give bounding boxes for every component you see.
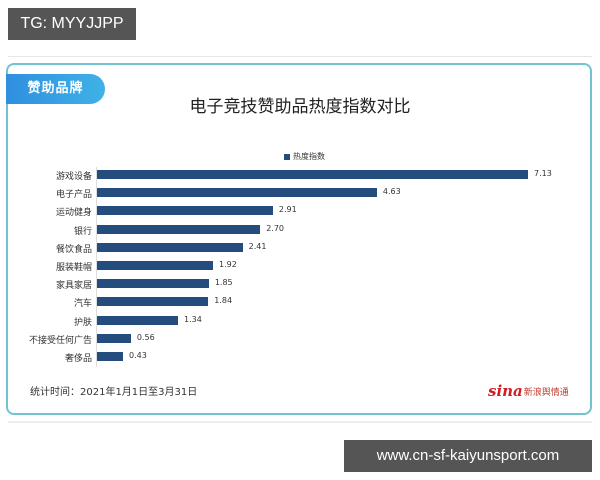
category-label: 不接受任何广告 xyxy=(28,335,92,346)
footer-note: 统计时间：2021年1月1日至3月31日 xyxy=(30,387,198,398)
y-axis-line xyxy=(96,167,97,367)
bar-row: 奢侈品 0.43 xyxy=(0,348,600,366)
legend-label: 热度指数 xyxy=(293,152,325,161)
bar-row: 不接受任何广告 0.56 xyxy=(0,330,600,348)
value-label: 0.56 xyxy=(136,332,155,342)
divider xyxy=(8,56,592,57)
value-label: 2.70 xyxy=(266,223,285,233)
category-label: 护肤 xyxy=(73,317,92,328)
bar-row: 护肤 1.34 xyxy=(0,312,600,330)
chart-title: 电子竞技赞助品热度指数对比 xyxy=(189,97,411,117)
category-badge: 赞助品牌 xyxy=(6,74,105,104)
value-label: 0.43 xyxy=(128,351,147,360)
category-label: 游戏设备 xyxy=(55,172,92,182)
value-label: 4.63 xyxy=(382,187,401,197)
chart-legend: 热度指数 xyxy=(284,151,325,162)
bar xyxy=(97,188,377,198)
bar xyxy=(97,261,214,270)
logo-subtitle: 新浪舆情通 xyxy=(523,388,569,398)
category-label: 银行 xyxy=(73,226,92,237)
category-label: 餐饮食品 xyxy=(55,244,92,255)
value-label: 2.41 xyxy=(248,241,267,251)
bar-row: 电子产品 4.63 xyxy=(0,184,600,202)
bar-row: 运动健身 2.91 xyxy=(0,202,600,220)
bar xyxy=(97,297,209,307)
sina-logo-icon: sina xyxy=(488,382,523,400)
bar xyxy=(97,333,131,343)
bar xyxy=(97,279,209,289)
bar xyxy=(97,315,178,325)
bar xyxy=(97,206,273,216)
bar xyxy=(97,170,528,179)
bar-row: 游戏设备 7.13 xyxy=(0,166,600,184)
bar-row: 服装鞋帽 1.92 xyxy=(0,257,600,275)
category-label: 电子产品 xyxy=(55,190,92,201)
watermark-bottom: www.cn-sf-kaiyunsport.com xyxy=(344,440,592,472)
bar-row: 汽车 1.84 xyxy=(0,293,600,311)
value-label: 1.84 xyxy=(214,296,233,306)
bar-row: 银行 2.70 xyxy=(0,221,600,239)
value-label: 7.13 xyxy=(534,169,552,178)
category-label: 奢侈品 xyxy=(64,354,92,364)
divider xyxy=(8,421,592,423)
bar-row: 家具家居 1.85 xyxy=(0,275,600,293)
category-label: 服装鞋帽 xyxy=(55,263,92,273)
value-label: 1.92 xyxy=(219,260,237,269)
value-label: 1.34 xyxy=(184,314,202,324)
category-label: 汽车 xyxy=(73,299,92,310)
bar xyxy=(97,352,123,361)
bar-row: 餐饮食品 2.41 xyxy=(0,239,600,257)
bar xyxy=(97,242,243,252)
watermark-top: TG: MYYJJPP xyxy=(8,8,136,40)
sina-logo: sina 新浪舆情通 xyxy=(488,382,569,400)
category-label: 家具家居 xyxy=(55,281,92,292)
value-label: 2.91 xyxy=(278,205,297,215)
legend-swatch xyxy=(284,153,290,160)
value-label: 1.85 xyxy=(214,278,233,288)
category-label: 运动健身 xyxy=(55,208,92,219)
bar xyxy=(97,224,261,234)
